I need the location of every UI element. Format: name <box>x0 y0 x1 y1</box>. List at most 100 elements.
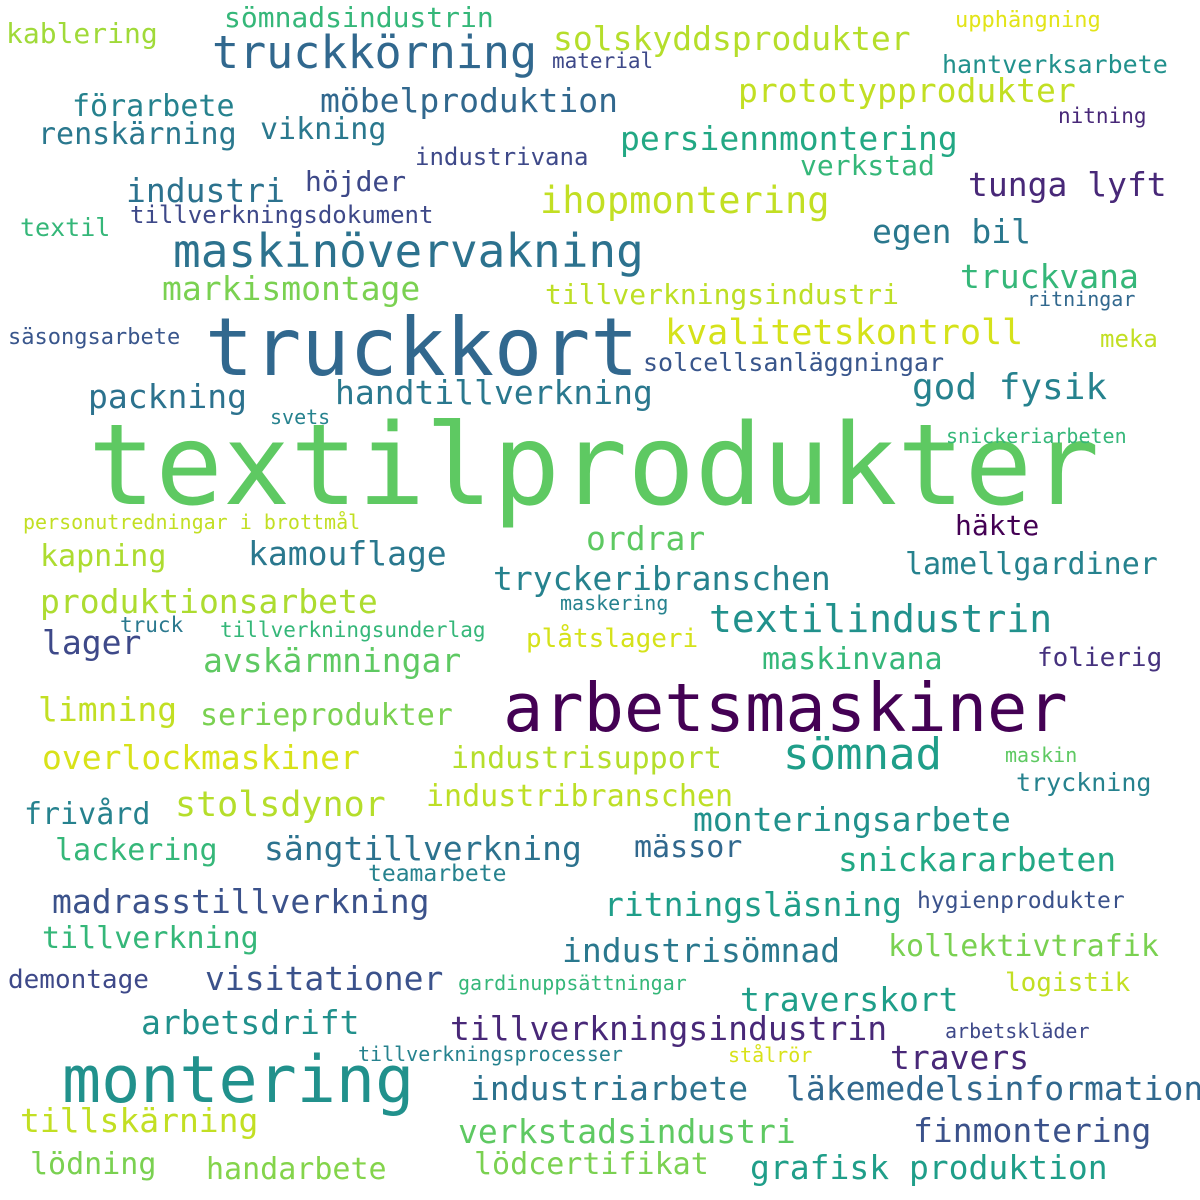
word-lodning: lödning <box>30 1147 157 1182</box>
word-upphangning: upphängning <box>955 8 1101 33</box>
word-industrivana: industrivana <box>415 143 589 171</box>
word-solcellsanlaggningar: solcellsanläggningar <box>643 348 945 377</box>
word-massor: mässor <box>634 830 743 865</box>
word-solskyddsprodukter: solskyddsprodukter <box>553 19 911 58</box>
word-handtillverkning: handtillverkning <box>335 373 653 412</box>
word-packning: packning <box>88 377 247 416</box>
word-kvalitetskontroll: kvalitetskontroll <box>665 313 1024 353</box>
word-tillverkningsindustrin: tillverkningsindustrin <box>450 1009 888 1048</box>
word-somnad: sömnad <box>783 729 942 780</box>
word-truckkorning: truckkörning <box>212 26 538 79</box>
word-ritningar: ritningar <box>1027 287 1136 311</box>
word-arbetsklader: arbetskläder <box>945 1019 1090 1043</box>
word-tunga-lyft: tunga lyft <box>968 165 1167 204</box>
word-travers: travers <box>890 1038 1030 1077</box>
word-egen-bil: egen bil <box>872 212 1031 251</box>
word-maskering: maskering <box>560 591 669 615</box>
word-arbetsmaskiner: arbetsmaskiner <box>503 669 1068 747</box>
word-lakemedelsinformation: läkemedelsinformation <box>786 1069 1200 1108</box>
word-ritningslasning: ritningsläsning <box>604 885 903 924</box>
word-kablering: kablering <box>6 17 158 50</box>
word-markismontage: markismontage <box>162 269 421 308</box>
word-kapning: kapning <box>40 539 167 574</box>
word-svets: svets <box>270 405 331 429</box>
word-prototypprodukter: prototypprodukter <box>738 71 1076 110</box>
word-tillverkningsdokument: tillverkningsdokument <box>130 201 434 229</box>
word-stalror: stålrör <box>728 1043 813 1067</box>
word-logistik: logistik <box>1005 968 1131 998</box>
word-kamouflage: kamouflage <box>248 534 447 573</box>
word-tillverkningsprocesser: tillverkningsprocesser <box>358 1042 623 1066</box>
word-nitning: nitning <box>1058 104 1147 128</box>
word-forarbete: förarbete <box>72 89 235 124</box>
word-madrasstillverkning: madrasstillverkning <box>52 882 430 921</box>
word-stolsdynor: stolsdynor <box>175 785 386 825</box>
word-mobelproduktion: möbelproduktion <box>320 81 619 120</box>
word-textilindustrin: textilindustrin <box>709 597 1053 641</box>
word-meka: meka <box>1100 325 1158 353</box>
word-ihopmontering: ihopmontering <box>540 179 830 222</box>
word-montering: montering <box>62 1043 415 1118</box>
word-persiennmontering: persiennmontering <box>620 119 958 158</box>
word-overlockmaskiner: overlockmaskiner <box>42 738 360 777</box>
word-teamarbete: teamarbete <box>368 861 507 887</box>
word-kollektivtrafik: kollektivtrafik <box>888 929 1159 964</box>
word-textil: textil <box>20 213 111 242</box>
word-frivard: frivård <box>24 797 151 832</box>
word-visitationer: visitationer <box>205 959 444 998</box>
word-industrisupport: industrisupport <box>451 741 722 776</box>
word-gardinuppsattningar: gardinuppsättningar <box>458 971 687 995</box>
word-tillverkning: tillverkning <box>42 921 259 956</box>
word-textilprodukter: textilprodukter <box>88 401 1100 531</box>
word-vikning: vikning <box>260 112 387 147</box>
word-hakte: häkte <box>955 509 1040 542</box>
word-grafisk-produktion: grafisk produktion <box>750 1148 1108 1187</box>
word-snickararbeten: snickararbeten <box>838 840 1117 879</box>
word-demontage: demontage <box>8 965 149 995</box>
word-hygienprodukter: hygienprodukter <box>917 888 1125 914</box>
word-lamellgardiner: lamellgardiner <box>905 547 1158 582</box>
word-finmontering: finmontering <box>913 1111 1152 1150</box>
word-somnadsindustrin: sömnadsindustrin <box>224 1 494 34</box>
word-personutredningar: personutredningar i brottmål <box>23 510 361 534</box>
word-tryckning: tryckning <box>1016 768 1152 797</box>
word-arbetsdrift: arbetsdrift <box>141 1003 360 1042</box>
word-lodcertifikat: lödcertifikat <box>474 1147 709 1182</box>
word-tillverkningsindustri: tillverkningsindustri <box>545 278 900 311</box>
word-material: material <box>552 49 654 73</box>
word-maskinovervakning: maskinövervakning <box>173 224 644 278</box>
word-tillskarning: tillskärning <box>20 1101 259 1140</box>
word-tillverkningsunderlag: tillverkningsunderlag <box>220 618 486 642</box>
word-foliering: folierig <box>1037 643 1163 673</box>
word-industrisomnad: industrisömnad <box>562 931 841 970</box>
word-industri: industri <box>126 171 285 210</box>
word-snickeriarbeten: snickeriarbeten <box>946 424 1127 448</box>
word-verkstad: verkstad <box>800 149 935 182</box>
word-handarbete: handarbete <box>206 1152 387 1187</box>
word-industribranschen: industribranschen <box>426 779 734 814</box>
word-maskin: maskin <box>1005 743 1078 767</box>
word-produktionsarbete: produktionsarbete <box>40 582 378 621</box>
word-truckvana: truckvana <box>960 257 1139 296</box>
word-ordrar: ordrar <box>586 519 706 558</box>
word-serieprodukter: serieprodukter <box>200 698 453 733</box>
word-lackering: lackering <box>55 833 218 868</box>
word-sasongsarbete: säsongsarbete <box>8 325 181 350</box>
word-tryckeribranschen: tryckeribranschen <box>493 559 831 598</box>
word-lager: lager <box>42 623 142 662</box>
word-hojder: höjder <box>305 165 407 198</box>
word-avskarmningar: avskärmningar <box>203 641 462 680</box>
word-limning: limning <box>38 690 178 729</box>
word-monteringsarbete: monteringsarbete <box>693 800 1011 839</box>
word-industriarbete: industriarbete <box>470 1069 749 1108</box>
word-renskarning: renskärning <box>38 117 237 152</box>
word-truckkort: truckkort <box>205 301 639 394</box>
word-truck: truck <box>120 613 184 637</box>
word-maskinvana: maskinvana <box>762 642 943 677</box>
word-hantverksarbete: hantverksarbete <box>942 50 1168 79</box>
word-traverskort: traverskort <box>740 980 959 1019</box>
word-platslageri: plåtslageri <box>526 624 699 654</box>
word-verkstadsindustri: verkstadsindustri <box>458 1112 796 1151</box>
word-sangtillverkning: sängtillverkning <box>264 829 582 868</box>
